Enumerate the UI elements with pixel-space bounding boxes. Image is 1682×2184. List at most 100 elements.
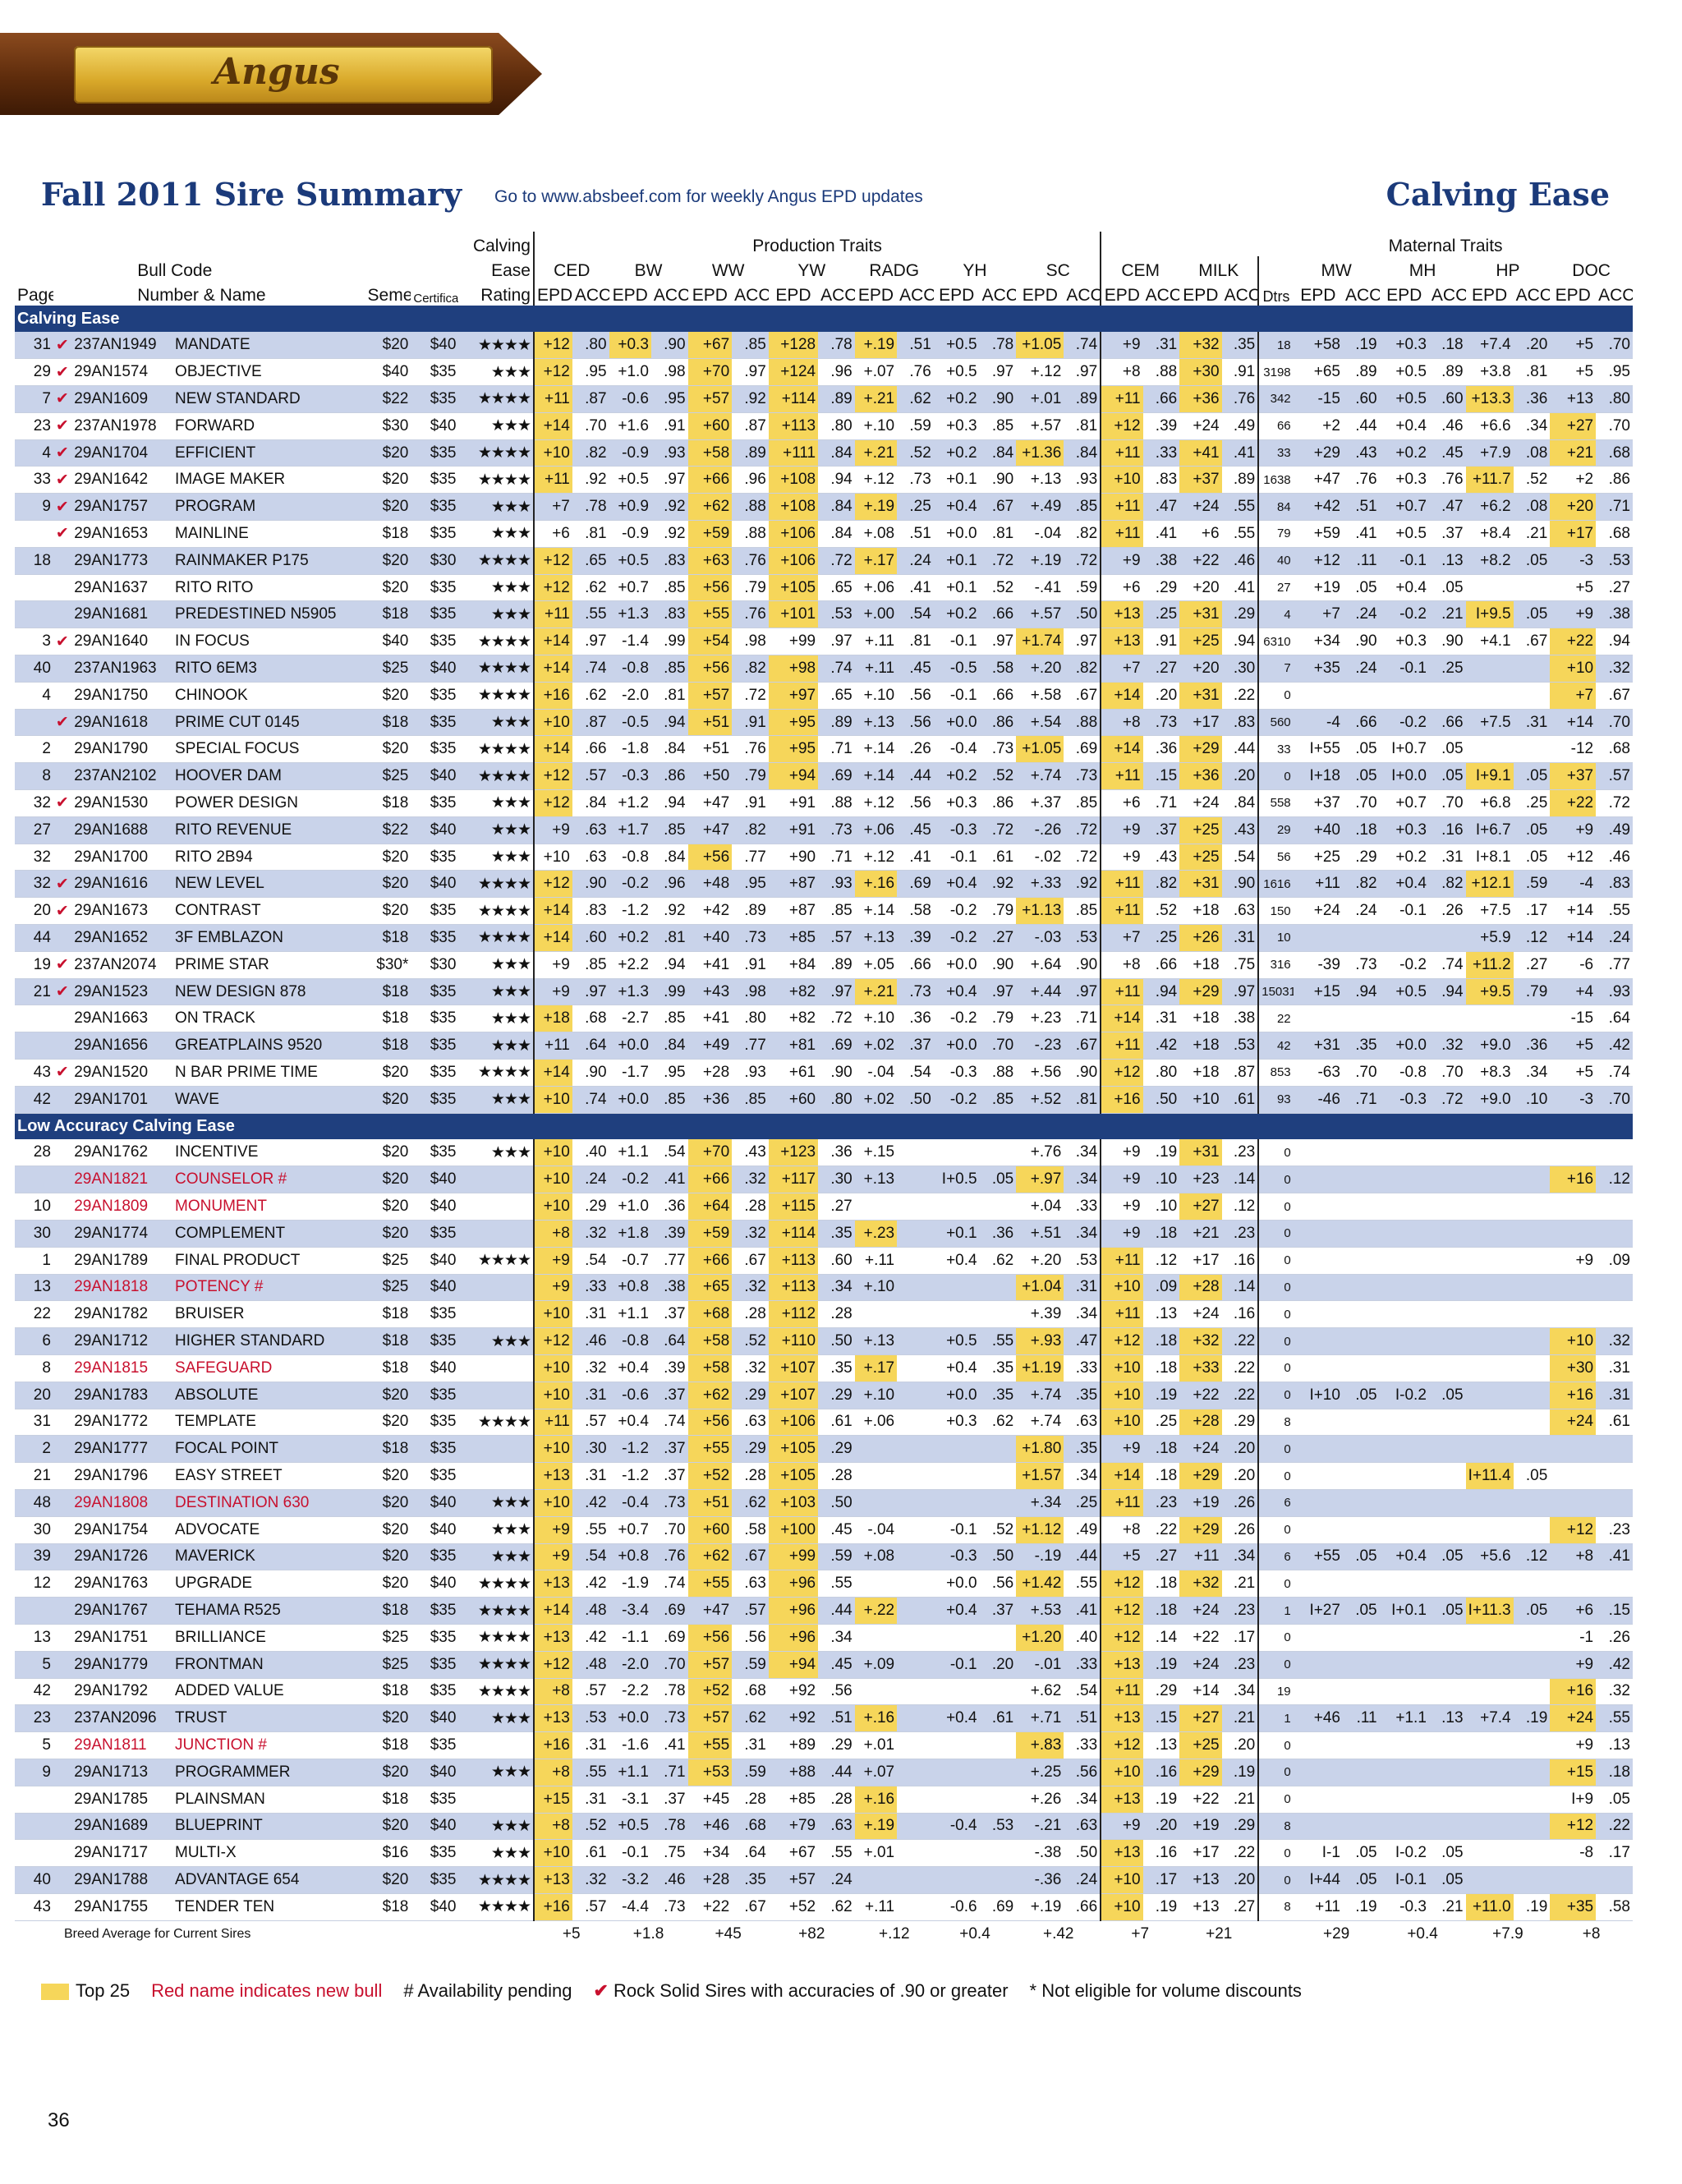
bull-code: 29AN1777 xyxy=(71,1435,173,1464)
sire-row[interactable]: 3 ✔ 29AN1640 IN FOCUS $40 $35 ★★★★ +14.97 -1.4.9… xyxy=(15,628,1633,656)
sire-row[interactable]: 29AN1689 BLUEPRINT $20 $40 ★★★ +8.52 +0.5.78 +4… xyxy=(15,1813,1633,1841)
sire-row[interactable]: 29AN1767 TEHAMA R525 $18 $35 ★★★★ +14.48 -3.4.… xyxy=(15,1597,1633,1625)
sire-row[interactable]: 29AN1821 COUNSELOR # $20 $40 +10.24 -0.2.41 +6… xyxy=(15,1166,1633,1194)
sire-row[interactable]: 19 ✔ 237AN2074 PRIME STAR $30* $30 ★★★ +9.85 +2.… xyxy=(15,951,1633,979)
sire-row[interactable]: 2 29AN1790 SPECIAL FOCUS $20 $35 ★★★★ +14.66 -1… xyxy=(15,735,1633,764)
sire-row[interactable]: 32 29AN1700 RITO 2B94 $20 $35 ★★★ +10.63 -0.8.8… xyxy=(15,844,1633,871)
sire-row[interactable]: 1 29AN1789 FINAL PRODUCT $25 $40 ★★★★ +9.54 -0.… xyxy=(15,1247,1633,1275)
sire-row[interactable]: ✔ 29AN1653 MAINLINE $18 $35 ★★★ +6.81 -0.9.92 +5… xyxy=(15,520,1633,548)
acc-value: .97 xyxy=(732,358,769,387)
sire-row[interactable]: 29AN1785 PLAINSMAN $18 $35 +15.31 -3.1.37 +45.… xyxy=(15,1786,1633,1814)
acc-value: .94 xyxy=(1428,978,1466,1006)
sire-row[interactable]: ✔ 29AN1618 PRIME CUT 0145 $18 $35 ★★★ +10.87 -0… xyxy=(15,709,1633,737)
acc-value: .20 xyxy=(1221,1435,1259,1464)
sire-row[interactable]: 42 29AN1701 WAVE $20 $35 ★★★ +10.74 +0.0.85 +36.… xyxy=(15,1086,1633,1114)
epd-value: +1.7 xyxy=(609,816,651,844)
epd-value: +48 xyxy=(687,870,733,899)
sire-row[interactable]: 32 ✔ 29AN1616 NEW LEVEL $20 $40 ★★★★ +12.90 -0.2… xyxy=(15,870,1633,899)
epd-value: +13 xyxy=(1100,1839,1143,1868)
sire-row[interactable]: 30 29AN1774 COMPLEMENT $20 $35 +8.32 +1.8.39 +5… xyxy=(15,1220,1633,1248)
epd-value: +7 xyxy=(1293,600,1343,629)
sire-row[interactable]: 31 ✔ 237AN1949 MANDATE $20 $40 ★★★★ +12.80 +0.3.… xyxy=(15,332,1633,360)
sire-row[interactable]: 42 29AN1792 ADDED VALUE $18 $35 ★★★★ +8.57 -2.2… xyxy=(15,1678,1633,1706)
sire-row[interactable]: 22 29AN1782 BRUISER $18 $35 +10.31 +1.1.37 +68.… xyxy=(15,1300,1633,1329)
header-trait-ced: CED xyxy=(532,256,609,281)
acc-value: .42 xyxy=(1596,1651,1633,1679)
epd-value: +34 xyxy=(687,1839,733,1868)
sire-row[interactable]: 5 29AN1811 JUNCTION # $18 $35 +16.31 -1.6.41 +5… xyxy=(15,1731,1633,1759)
sire-row[interactable]: 8 29AN1815 SAFEGUARD $18 $40 +10.32 +0.4.39 +58… xyxy=(15,1354,1633,1382)
calving-ease-rating: ★★★★ xyxy=(458,1570,534,1598)
epd-value: +6 xyxy=(1100,574,1143,602)
calving-ease-rating: ★★★ xyxy=(458,844,534,871)
calving-ease-rating: ★★★ xyxy=(458,789,534,817)
page-cell: 8 xyxy=(15,762,53,791)
daughters-count: 0 xyxy=(1257,1354,1294,1382)
sire-row[interactable]: 30 29AN1754 ADVOCATE $20 $40 ★★★ +9.55 +0.7.70 +… xyxy=(15,1516,1633,1544)
sire-row[interactable]: 29AN1656 GREATPLAINS 9520 $18 $35 ★★★ +11.64 +… xyxy=(15,1032,1633,1060)
header-trait-yh: YH xyxy=(963,261,987,280)
sire-row[interactable]: 10 29AN1809 MONUMENT $20 $40 +10.29 +1.0.36 +64… xyxy=(15,1193,1633,1221)
sire-row[interactable]: 4 ✔ 29AN1704 EFFICIENT $20 $35 ★★★★ +10.82 -0.9.… xyxy=(15,439,1633,467)
sire-row[interactable]: 6 29AN1712 HIGHER STANDARD $18 $35 ★★★ +12.46-… xyxy=(15,1327,1633,1355)
sire-row[interactable]: 33 ✔ 29AN1642 IMAGE MAKER $20 $35 ★★★★ +11.92 +0… xyxy=(15,466,1633,494)
sire-row[interactable]: 8 237AN2102 HOOVER DAM $25 $40 ★★★★ +12.57 -0.3… xyxy=(15,762,1633,791)
epd-value: +9 xyxy=(532,951,572,979)
sire-row[interactable]: 9 ✔ 29AN1757 PROGRAM $20 $35 ★★★ +7.78 +0.9.92 +6… xyxy=(15,493,1633,522)
sire-row[interactable]: 43 29AN1755 TENDER TEN $18 $40 ★★★★ +16.57 -4.4… xyxy=(15,1893,1633,1921)
sire-row[interactable]: 20 ✔ 29AN1673 CONTRAST $20 $35 ★★★★ +14.83 -1.2.… xyxy=(15,897,1633,926)
acc-value: .13 xyxy=(1142,1300,1180,1329)
sire-row[interactable]: 13 29AN1818 POTENCY # $25 $40 +9.33 +0.8.38 +65… xyxy=(15,1274,1633,1302)
epd-update-link[interactable]: Go to www.absbeef.com for weekly Angus E… xyxy=(494,187,923,206)
sire-row[interactable]: 39 29AN1726 MAVERICK $20 $35 ★★★ +9.54 +0.8.76 +… xyxy=(15,1543,1633,1571)
sire-row[interactable]: 2 29AN1777 FOCAL POINT $18 $35 +10.30 -1.2.37 +… xyxy=(15,1435,1633,1464)
sire-row[interactable]: 29AN1681 PREDESTINED N5905 $18 $35 ★★★ +11.55… xyxy=(15,600,1633,629)
epd-value: +115 xyxy=(768,1193,819,1221)
calving-ease-rating: ★★★★ xyxy=(458,1678,534,1706)
sire-row[interactable]: 40 237AN1963 RITO 6EM3 $25 $40 ★★★★ +14.74 -0.8… xyxy=(15,655,1633,683)
epd-value: -.19 xyxy=(1016,1543,1064,1571)
sire-row[interactable]: 44 29AN1652 3F EMBLAZON $18 $35 ★★★★ +14.60 +0.… xyxy=(15,924,1633,952)
sire-row[interactable]: 29AN1663 ON TRACK $18 $35 ★★★ +18.68 -2.7.85 +4… xyxy=(15,1005,1633,1033)
sire-row[interactable]: 43 ✔ 29AN1520 N BAR PRIME TIME $20 $35 ★★★★ +14… xyxy=(15,1059,1633,1087)
sire-row[interactable]: 29 ✔ 29AN1574 OBJECTIVE $40 $35 ★★★ +12.95 +1.0.… xyxy=(15,358,1633,387)
epd-value: I+0.0 xyxy=(1379,762,1429,791)
sire-row[interactable]: 5 29AN1779 FRONTMAN $25 $35 ★★★★ +12.48 -2.0.70… xyxy=(15,1651,1633,1679)
sire-row[interactable]: 40 29AN1788 ADVANTAGE 654 $20 $35 ★★★★ +13.32-… xyxy=(15,1866,1633,1894)
sire-row[interactable]: 31 29AN1772 TEMPLATE $20 $35 ★★★★ +11.57 +0.4.7… xyxy=(15,1409,1633,1437)
bull-code: 237AN2102 xyxy=(71,762,173,791)
legend-volume: * Not eligible for volume discounts xyxy=(1029,1980,1302,2001)
sire-row[interactable]: 12 29AN1763 UPGRADE $20 $40 ★★★★ +13.42 -1.9.74… xyxy=(15,1570,1633,1598)
epd-value: -1.6 xyxy=(609,1731,651,1759)
sire-row[interactable]: 21 ✔ 29AN1523 NEW DESIGN 878 $18 $35 ★★★ +9.97 +… xyxy=(15,978,1633,1006)
epd-value xyxy=(1379,1005,1429,1033)
bull-code: 29AN1689 xyxy=(71,1813,173,1841)
acc-value: .46 xyxy=(1221,547,1259,575)
sire-row[interactable]: 27 29AN1688 RITO REVENUE $22 $40 ★★★ +9.63 +1.7… xyxy=(15,816,1633,844)
rock-solid-check-icon xyxy=(53,1866,72,1894)
sire-row[interactable]: 29AN1637 RITO RITO $20 $35 ★★★ +12.62 +0.7.85 +… xyxy=(15,574,1633,602)
epd-value: I+0.7 xyxy=(1379,735,1429,764)
semen-price: $18 xyxy=(365,1678,411,1706)
sire-row[interactable]: 4 29AN1750 CHINOOK $20 $35 ★★★★ +16.62 -2.0.81 +… xyxy=(15,682,1633,710)
sire-row[interactable]: 9 29AN1713 PROGRAMMER $20 $40 ★★★ +8.55 +1.1.71… xyxy=(15,1759,1633,1786)
epd-value: +27 xyxy=(1179,1193,1222,1221)
sire-row[interactable]: 21 29AN1796 EASY STREET $20 $35 +13.31 -1.2.37… xyxy=(15,1462,1633,1490)
sire-row[interactable]: 18 29AN1773 RAINMAKER P175 $20 $30 ★★★★ +12.65… xyxy=(15,547,1633,575)
sire-row[interactable]: 29AN1717 MULTI-X $16 $35 ★★★ +10.61 -0.1.75 +34… xyxy=(15,1839,1633,1868)
sire-row[interactable]: 48 29AN1808 DESTINATION 630 $20 $40 ★★★ +10.42… xyxy=(15,1489,1633,1517)
acc-value: .25 xyxy=(1513,789,1551,817)
sire-row[interactable]: 23 ✔ 237AN1978 FORWARD $30 $40 ★★★ +14.70 +1.6.9… xyxy=(15,412,1633,440)
acc-value xyxy=(1513,1274,1551,1302)
acc-value xyxy=(1596,1462,1633,1490)
acc-value: .51 xyxy=(1064,1704,1101,1733)
sire-row[interactable]: 7 ✔ 29AN1609 NEW STANDARD $22 $35 ★★★★ +11.87 -0… xyxy=(15,385,1633,413)
sire-row[interactable]: 23 237AN2096 TRUST $20 $40 ★★★ +13.53 +0.0.73 +5… xyxy=(15,1704,1633,1733)
acc-value: .85 xyxy=(732,332,769,360)
sire-row[interactable]: 13 29AN1751 BRILLIANCE $25 $35 ★★★★ +13.42 -1.1… xyxy=(15,1624,1633,1652)
bull-code: 29AN1818 xyxy=(71,1274,173,1302)
sire-row[interactable]: 28 29AN1762 INCENTIVE $20 $35 ★★★ +10.40 +1.1.5… xyxy=(15,1139,1633,1167)
acc-value: .51 xyxy=(897,520,934,548)
sire-row[interactable]: 20 29AN1783 ABSOLUTE $20 $35 +10.31 -0.6.37 +62… xyxy=(15,1382,1633,1409)
sire-row[interactable]: 32 ✔ 29AN1530 POWER DESIGN $18 $35 ★★★ +12.84 +1… xyxy=(15,789,1633,817)
